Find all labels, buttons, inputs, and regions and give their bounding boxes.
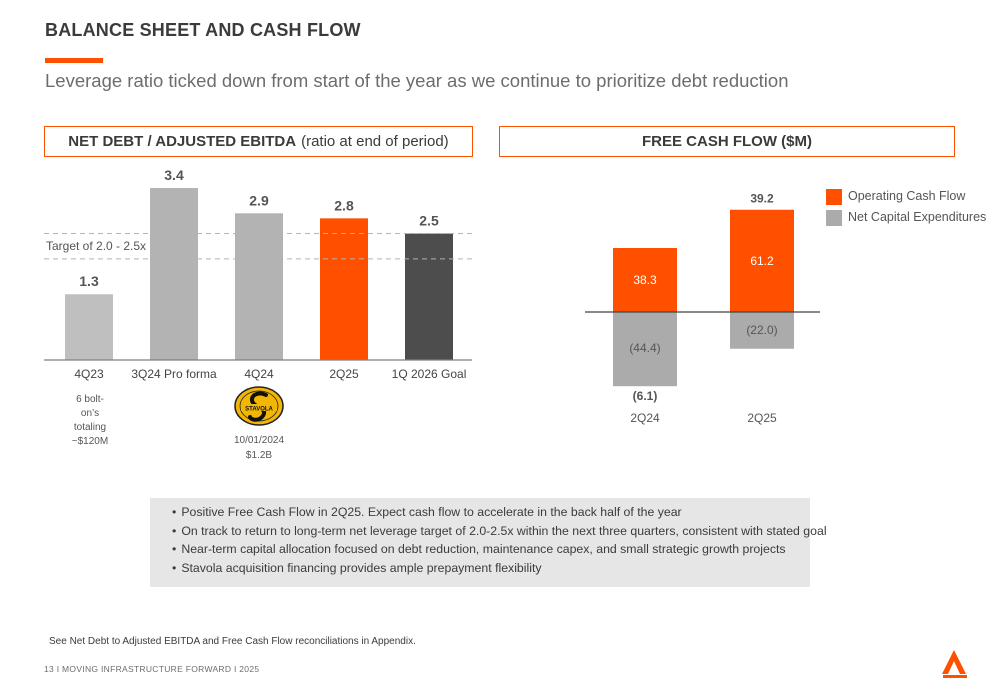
fcf-category-label: 2Q25 (747, 411, 777, 425)
leverage-category-label: 1Q 2026 Goal (392, 367, 467, 381)
fcf-category-label: 2Q24 (630, 411, 660, 425)
capex-bar (730, 312, 794, 349)
legend-label: Operating Cash Flow (848, 189, 966, 203)
leverage-value-label: 3.4 (164, 167, 184, 183)
key-point: Near-term capital allocation focused on … (172, 540, 810, 559)
capex-value-label: (44.4) (629, 341, 660, 355)
leverage-bar (150, 188, 198, 360)
leverage-chart: Target of 2.0 - 2.5x 1.3 4Q23 3.4 3Q24 Pro … (44, 167, 472, 461)
target-label: Target of 2.0 - 2.5x (46, 239, 146, 253)
q423-note-line: 6 bolt- (76, 394, 104, 405)
leverage-value-label: 2.9 (249, 192, 269, 208)
stavola-note-line: 10/01/2024 (234, 435, 284, 446)
q423-note-line: on’s (81, 408, 99, 419)
fcf-panel-header: FREE CASH FLOW ($M) (499, 126, 955, 157)
leverage-bar (65, 294, 113, 360)
leverage-header-bold: NET DEBT / ADJUSTED EBITDA (68, 133, 297, 150)
leverage-bar (320, 218, 368, 360)
key-points-box: Positive Free Cash Flow in 2Q25. Expect … (150, 498, 827, 587)
capex-value-label: (22.0) (746, 323, 777, 337)
operating-cash-flow-bar (730, 209, 794, 312)
legend-swatch-operating (826, 188, 842, 205)
fcf-header-text: FREE CASH FLOW ($M) (642, 133, 812, 150)
footnote: See Net Debt to Adjusted EBITDA and Free… (49, 636, 416, 647)
fcf-total-label: (6.1) (633, 389, 658, 403)
leverage-category-label: 2Q25 (329, 367, 359, 381)
capex-bar (613, 312, 677, 387)
title-accent-bar (45, 58, 103, 63)
fcf-chart: 38.3 (44.4) (6.1) 2Q24 61.2 (22.0) 39.2 2Q25 (585, 192, 820, 425)
legend-swatch-capex (826, 209, 842, 226)
leverage-value-label: 2.5 (419, 213, 439, 229)
fcf-legend: Operating Cash Flow Net Capital Expendit… (826, 186, 986, 228)
key-point: On track to return to long-term net leve… (172, 522, 826, 541)
key-point: Positive Free Cash Flow in 2Q25. Expect … (172, 503, 810, 522)
leverage-bar (405, 233, 453, 360)
q423-note-line: totaling (74, 422, 106, 433)
stavola-logo: STAVOLA (234, 386, 284, 426)
page-subtitle: Leverage ratio ticked down from start of… (45, 70, 789, 91)
fcf-total-label: 39.2 (750, 192, 774, 206)
q423-note-line: ~$120M (72, 436, 108, 447)
leverage-panel-header: NET DEBT / ADJUSTED EBITDA (ratio at end… (44, 126, 473, 157)
leverage-bar (235, 213, 283, 360)
legend-label: Net Capital Expenditures (848, 210, 987, 224)
company-logo-icon (942, 650, 967, 678)
legend-item: Operating Cash Flow (826, 186, 986, 207)
key-point: Stavola acquisition financing provides a… (172, 559, 810, 578)
leverage-category-label: 4Q24 (244, 367, 274, 381)
page-footer: 13 I MOVING INFRASTRUCTURE FORWARD I 202… (44, 664, 260, 674)
operating-cash-flow-bar (613, 248, 677, 312)
legend-item: Net Capital Expenditures (826, 207, 986, 228)
leverage-value-label: 1.3 (79, 273, 99, 289)
operating-value-label: 61.2 (750, 254, 774, 268)
stavola-note-line: $1.2B (246, 450, 272, 461)
leverage-category-label: 4Q23 (74, 367, 104, 381)
leverage-category-label: 3Q24 Pro forma (131, 367, 217, 381)
leverage-value-label: 2.8 (334, 197, 354, 213)
operating-value-label: 38.3 (633, 273, 657, 287)
page-title: BALANCE SHEET AND CASH FLOW (45, 20, 361, 40)
leverage-header-rest: (ratio at end of period) (301, 133, 449, 150)
stavola-logo-text: STAVOLA (245, 407, 273, 413)
